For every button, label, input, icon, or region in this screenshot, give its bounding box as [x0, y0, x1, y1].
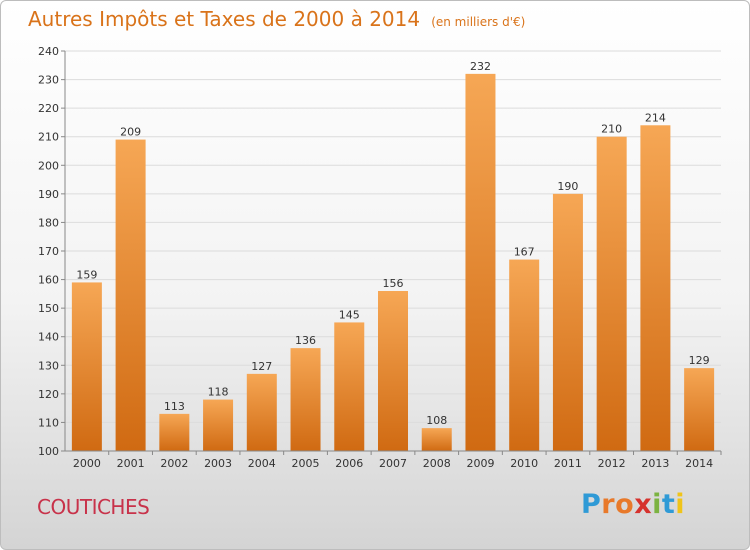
x-tick-label: 2007	[379, 457, 407, 470]
logo-letter: o	[615, 489, 635, 520]
data-label: 214	[645, 111, 666, 124]
data-label: 113	[164, 400, 185, 413]
bar	[509, 259, 540, 451]
x-tick-label: 2012	[598, 457, 626, 470]
x-tick-label: 2013	[641, 457, 669, 470]
bar	[596, 136, 627, 451]
bar	[290, 348, 321, 451]
chart-unit: (en milliers d'€)	[431, 15, 526, 29]
y-tick-label: 140	[38, 331, 59, 344]
x-tick-label: 2006	[335, 457, 363, 470]
data-label: 129	[689, 354, 710, 367]
bar	[159, 413, 190, 451]
proxiti-logo: Proxiti	[581, 489, 685, 520]
bar	[246, 373, 277, 451]
y-tick-label: 100	[38, 445, 59, 458]
x-tick-label: 2009	[466, 457, 494, 470]
bar	[465, 73, 496, 451]
logo-letter: t	[661, 489, 676, 520]
logo-letter: i	[675, 489, 686, 520]
y-tick-label: 130	[38, 359, 59, 372]
y-tick-label: 240	[38, 45, 59, 58]
data-label: 145	[339, 308, 360, 321]
logo-letter: x	[634, 489, 653, 520]
bar	[203, 399, 234, 451]
x-tick-label: 2010	[510, 457, 538, 470]
title-line: Autres Impôts et Taxes de 2000 à 2014 (e…	[28, 7, 525, 31]
axis-layer: 100 110 120 130 140 150 160 170 180 190 200 210 220 2…	[38, 45, 722, 458]
x-tick-label: 2000	[73, 457, 101, 470]
commune-name: COUTICHES	[37, 495, 150, 519]
bar	[552, 193, 583, 451]
y-tick-label: 220	[38, 102, 59, 115]
data-label: 190	[557, 180, 578, 193]
y-tick-label: 170	[38, 245, 59, 258]
bar	[640, 125, 671, 452]
bar	[334, 322, 365, 451]
x-tick-label: 2004	[248, 457, 276, 470]
data-label: 167	[514, 246, 535, 259]
x-tick-label: 2001	[117, 457, 145, 470]
bar	[115, 139, 146, 452]
data-label: 210	[601, 123, 622, 136]
x-tick-label: 2008	[423, 457, 451, 470]
logo-letter: r	[601, 489, 616, 520]
x-tick-label: 2005	[292, 457, 320, 470]
x-tick-label: 2002	[160, 457, 188, 470]
y-tick-label: 230	[38, 74, 59, 87]
data-label: 118	[208, 386, 229, 399]
y-tick-label: 190	[38, 188, 59, 201]
chart-title: Autres Impôts et Taxes de 2000 à 2014	[28, 7, 421, 31]
label-layer: 2000 159 2001 209 2002 113 2003 118 2004 127 2005 1…	[73, 60, 713, 470]
data-label: 127	[251, 360, 272, 373]
data-label: 108	[426, 414, 447, 427]
data-label: 136	[295, 334, 316, 347]
bar	[71, 282, 102, 451]
data-label: 232	[470, 60, 491, 73]
y-tick-label: 120	[38, 388, 59, 401]
y-tick-label: 150	[38, 302, 59, 315]
data-label: 156	[383, 277, 404, 290]
bar	[684, 368, 715, 451]
data-label: 159	[76, 268, 97, 281]
y-tick-label: 160	[38, 274, 59, 287]
x-tick-label: 2011	[554, 457, 582, 470]
y-tick-label: 180	[38, 216, 59, 229]
logo-letter: i	[652, 489, 662, 520]
logo-letter: P	[581, 489, 602, 520]
y-tick-label: 210	[38, 131, 59, 144]
x-tick-label: 2014	[685, 457, 713, 470]
x-tick-label: 2003	[204, 457, 232, 470]
bar-layer	[71, 73, 715, 452]
data-label: 209	[120, 126, 141, 139]
y-tick-label: 110	[38, 416, 59, 429]
bar	[378, 291, 408, 451]
y-tick-label: 200	[38, 159, 59, 172]
bar	[421, 428, 452, 451]
